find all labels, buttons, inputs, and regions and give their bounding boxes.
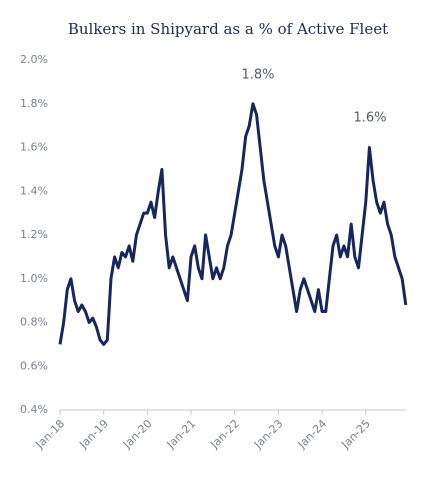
y-tick-label: 0.6% xyxy=(20,359,48,372)
y-tick-label: 0.8% xyxy=(20,316,48,329)
x-tick-label: Jan-20 xyxy=(120,417,155,452)
x-tick-label: Jan-22 xyxy=(207,417,242,452)
x-tick-label: Jan-24 xyxy=(295,417,330,452)
x-tick-label: Jan-18 xyxy=(33,417,68,452)
y-tick-label: 1.6% xyxy=(20,141,48,154)
x-tick-label: Jan-25 xyxy=(338,417,373,452)
x-tick-label: Jan-19 xyxy=(76,417,111,452)
y-tick-label: 1.2% xyxy=(20,228,48,241)
data-line xyxy=(58,102,408,346)
y-tick-label: 1.8% xyxy=(20,97,48,110)
y-tick-label: 1.4% xyxy=(20,184,48,197)
y-tick-label: 1.0% xyxy=(20,272,48,285)
annotation: 1.8% xyxy=(241,68,274,83)
annotation: 1.6% xyxy=(353,111,386,126)
x-tick-label: Jan-23 xyxy=(251,417,286,452)
chart-title: Bulkers in Shipyard as a % of Active Fle… xyxy=(68,20,388,38)
y-tick-label: 2.0% xyxy=(20,53,48,66)
y-tick-label: 0.4% xyxy=(20,403,48,416)
x-tick-label: Jan-21 xyxy=(164,417,199,452)
